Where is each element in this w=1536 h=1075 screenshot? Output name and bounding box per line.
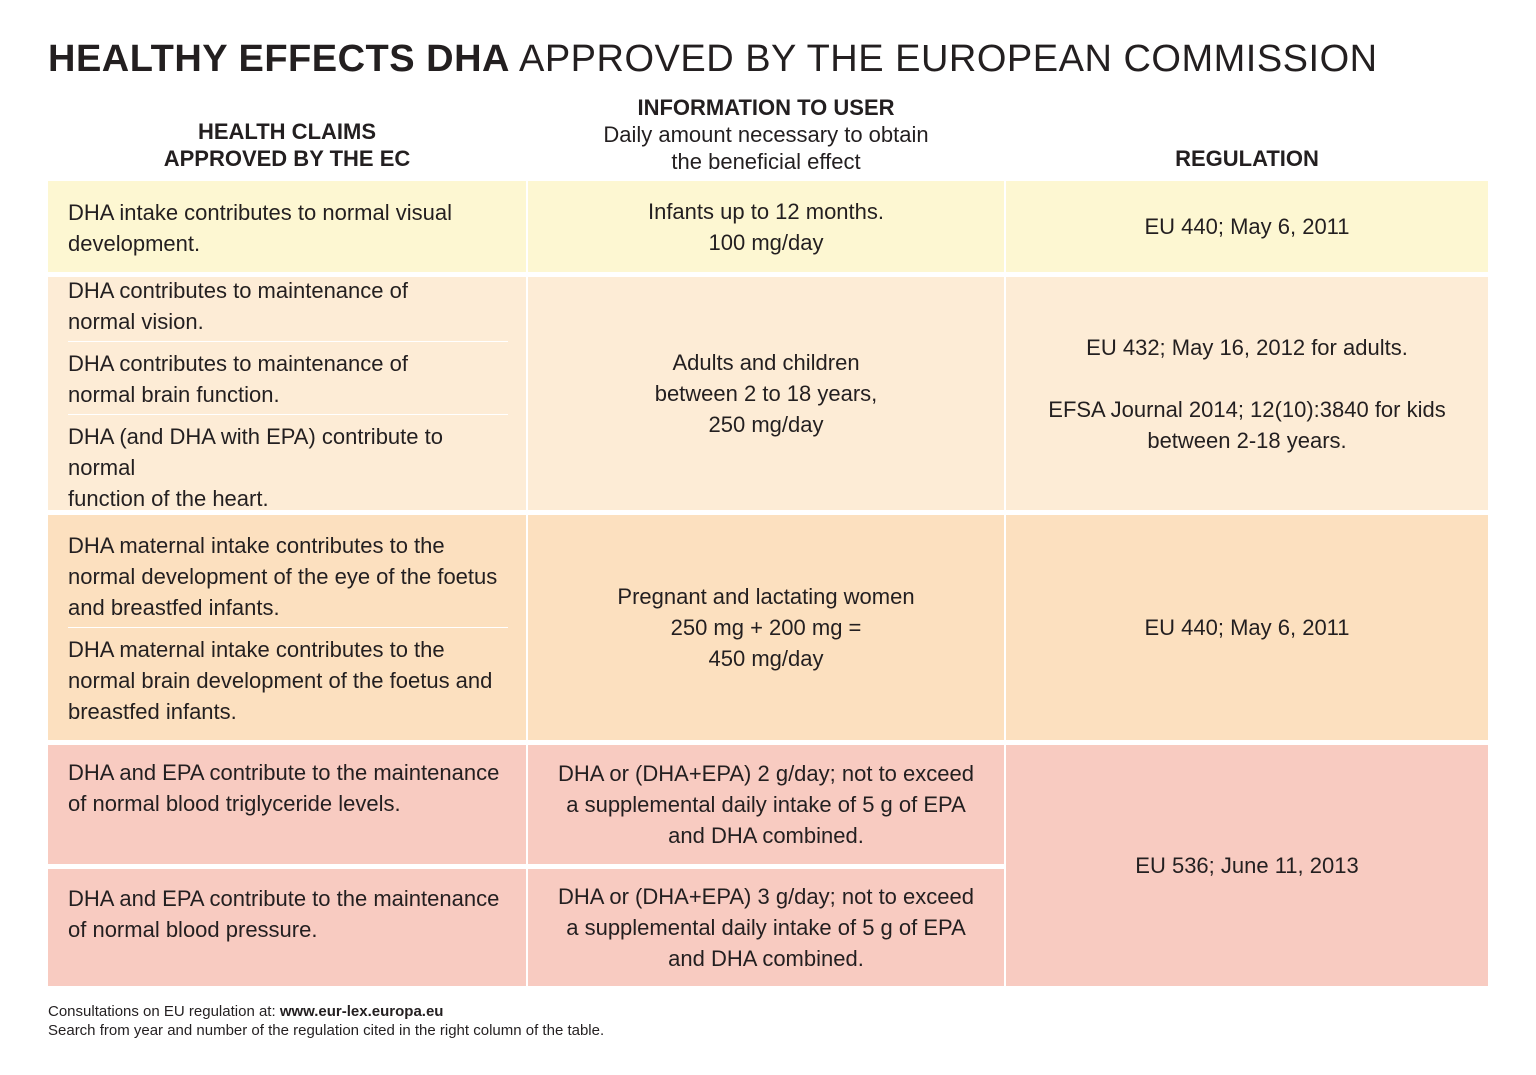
text-line: EU 440; May 6, 2011 [1144, 214, 1350, 239]
header-info-sub-1: Daily amount necessary to obtain [603, 122, 929, 147]
row5-info-cell: DHA or (DHA+EPA) 3 g/day; not to exceed … [528, 869, 1004, 986]
text-line: DHA maternal intake contributes to the [68, 533, 445, 558]
text-line: DHA intake contributes to normal visual [68, 199, 452, 225]
row45-regulation-cell: EU 536; June 11, 2013 [1006, 745, 1488, 986]
header-info-sub-2: the beneficial effect [671, 149, 861, 174]
header-regulation-label: REGULATION [1175, 146, 1319, 171]
header-claims-line-2: APPROVED BY THE EC [163, 146, 411, 171]
text-line: EU 536; June 11, 2013 [1135, 853, 1359, 878]
footer-line-2: Search from year and number of the regul… [48, 1022, 605, 1039]
text-line: EU 440; May 6, 2011 [1144, 615, 1350, 640]
claim-normal-vision: DHA contributes to maintenance of normal… [68, 269, 508, 341]
text-line: of normal blood triglyceride levels. [68, 791, 401, 816]
claim-maternal-brain-development: DHA maternal intake contributes to the n… [68, 627, 508, 731]
row2-info-cell: Adults and children between 2 to 18 year… [528, 277, 1004, 510]
text-line: DHA maternal intake contributes to the [68, 637, 445, 662]
row4-info-cell: DHA or (DHA+EPA) 2 g/day; not to exceed … [528, 745, 1004, 864]
claim-maternal-eye-development: DHA maternal intake contributes to the n… [68, 524, 508, 627]
row1-info-cell: Infants up to 12 months. 100 mg/day [528, 181, 1004, 272]
text-line: DHA and EPA contribute to the maintenanc… [68, 886, 500, 911]
row1-regulation-cell: EU 440; May 6, 2011 [1006, 181, 1488, 272]
text-line: 450 mg/day [708, 646, 824, 671]
text-line: DHA and EPA contribute to the maintenanc… [68, 760, 500, 785]
text-line: between 2-18 years. [1147, 427, 1347, 453]
text-line: breastfed infants. [68, 699, 237, 724]
title-bold: HEALTHY EFFECTS DHA [48, 38, 510, 80]
text-line: DHA or (DHA+EPA) 2 g/day; not to exceed [558, 761, 974, 786]
title-light: APPROVED BY THE EUROPEAN COMMISSION [518, 38, 1378, 80]
text-line: and breastfed infants. [68, 595, 280, 620]
text-line: DHA contributes to maintenance of [68, 351, 408, 376]
header-claims-line-1: HEALTH CLAIMS [197, 119, 377, 144]
header-regulation: REGULATION [1006, 145, 1488, 172]
footer-note: Consultations on EU regulation at: www.e… [48, 1002, 604, 1040]
footer-prefix: Consultations on EU regulation at: [48, 1003, 280, 1020]
page-title: HEALTHY EFFECTS DHA APPROVED BY THE EURO… [48, 38, 1378, 81]
claim-blood-triglyceride: DHA and EPA contribute to the maintenanc… [68, 757, 508, 819]
text-line: a supplemental daily intake of 5 g of EP… [566, 792, 966, 817]
footer-link[interactable]: www.eur-lex.europa.eu [279, 1003, 444, 1020]
text-line: normal development of the eye of the foe… [68, 564, 498, 589]
text-line: function of the heart. [68, 486, 269, 511]
row5-claims-cell: DHA and EPA contribute to the maintenanc… [48, 869, 526, 986]
claim-heart-function: DHA (and DHA with EPA) contribute to nor… [68, 414, 508, 518]
text-line: 250 mg + 200 mg = [670, 615, 862, 640]
text-line: 100 mg/day [708, 229, 824, 255]
text-line: EFSA Journal 2014; 12(10):3840 for kids [1048, 396, 1446, 422]
row4-claims-cell: DHA and EPA contribute to the maintenanc… [48, 745, 526, 864]
text-line: DHA (and DHA with EPA) contribute to nor… [68, 424, 443, 480]
row3-info-cell: Pregnant and lactating women 250 mg + 20… [528, 515, 1004, 740]
row2-claims-cell: DHA contributes to maintenance of normal… [48, 277, 526, 511]
text-line: Adults and children [672, 350, 860, 375]
row3-claims-cell: DHA maternal intake contributes to the n… [48, 515, 526, 740]
text-line: and DHA combined. [668, 823, 864, 848]
text-line: between 2 to 18 years, [654, 381, 878, 406]
text-line: normal brain development of the foetus a… [68, 668, 493, 693]
text-line: Pregnant and lactating women [617, 584, 915, 609]
text-line: Infants up to 12 months. [647, 198, 885, 224]
header-health-claims: HEALTH CLAIMS APPROVED BY THE EC [48, 118, 526, 172]
claim-visual-development: DHA intake contributes to normal visual … [68, 191, 508, 263]
text-line: of normal blood pressure. [68, 917, 318, 942]
header-info-title: INFORMATION TO USER [637, 95, 895, 120]
text-line: DHA contributes to maintenance of [68, 278, 408, 303]
text-line: 250 mg/day [708, 412, 824, 437]
text-line: DHA or (DHA+EPA) 3 g/day; not to exceed [558, 884, 974, 909]
claim-blood-pressure: DHA and EPA contribute to the maintenanc… [68, 883, 508, 945]
header-information: INFORMATION TO USER Daily amount necessa… [528, 94, 1004, 175]
text-line: normal brain function. [68, 382, 280, 407]
claim-brain-function: DHA contributes to maintenance of normal… [68, 341, 508, 414]
footer-line-1: Consultations on EU regulation at: www.e… [48, 1002, 604, 1021]
text-line: a supplemental daily intake of 5 g of EP… [566, 915, 966, 940]
row3-regulation-cell: EU 440; May 6, 2011 [1006, 515, 1488, 740]
row1-claims-cell: DHA intake contributes to normal visual … [48, 181, 526, 272]
text-line: EU 432; May 16, 2012 for adults. [1086, 334, 1408, 360]
row2-regulation-cell: EU 432; May 16, 2012 for adults. EFSA Jo… [1006, 277, 1488, 510]
text-line: normal vision. [68, 309, 204, 334]
text-line: and DHA combined. [668, 946, 864, 971]
text-line: development. [68, 230, 201, 256]
